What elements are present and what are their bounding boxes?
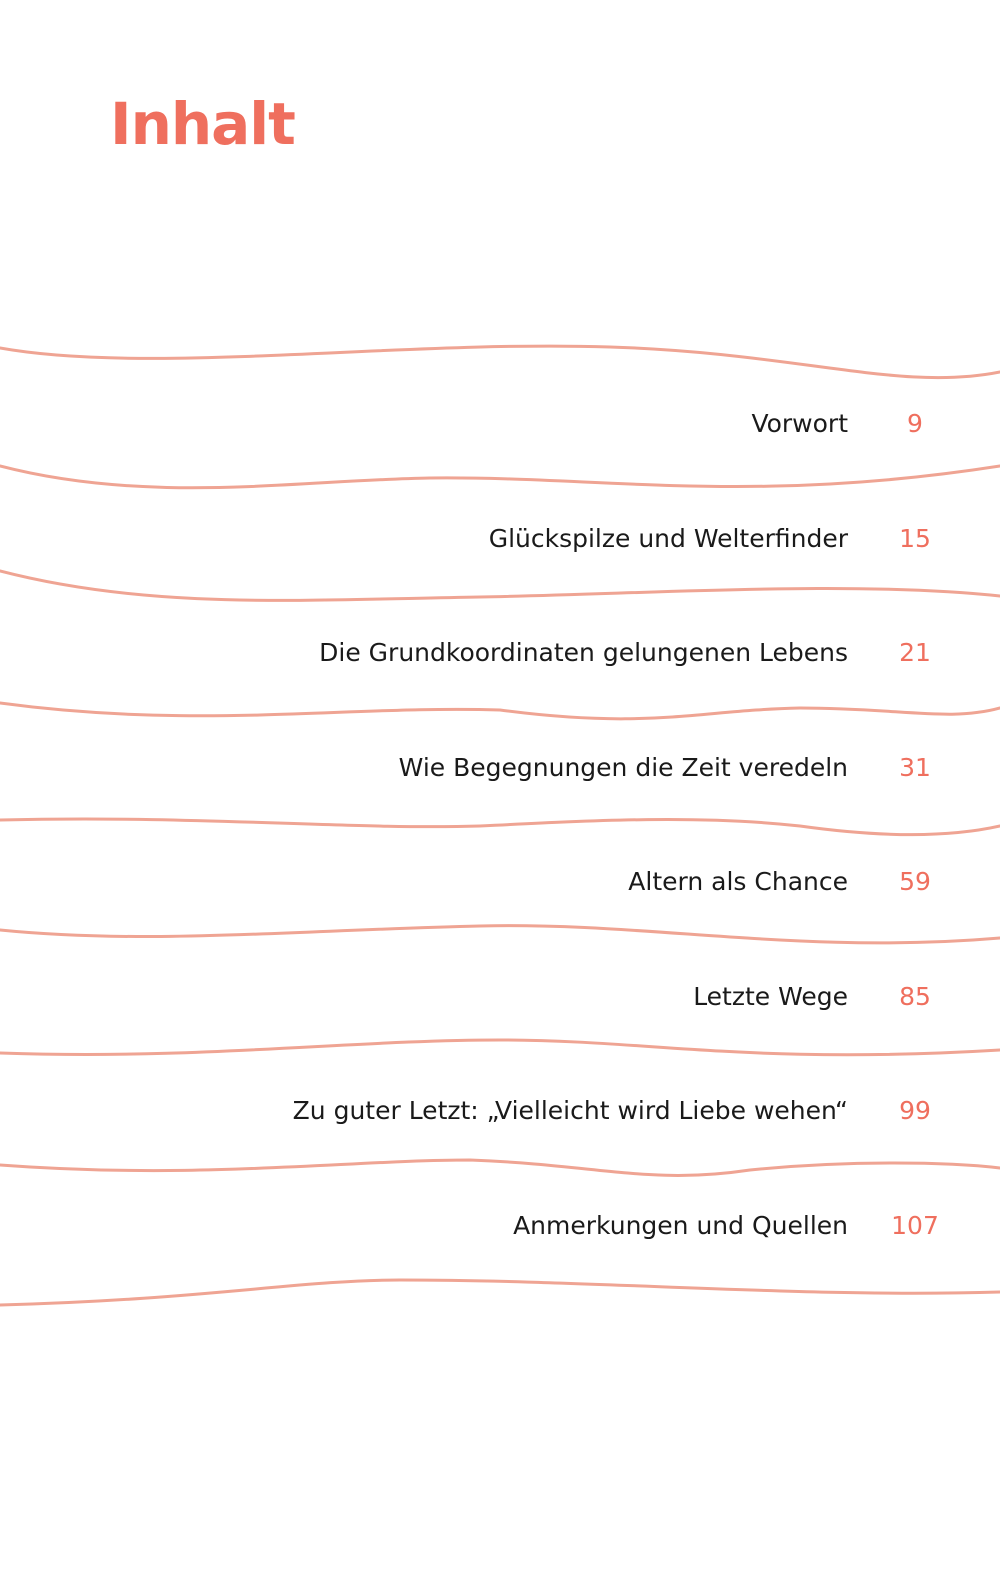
toc-entry: Wie Begegnungen die Zeit veredeln 31	[0, 748, 1000, 788]
wavy-divider-2	[0, 464, 1000, 490]
toc-entry-title: Altern als Chance	[628, 867, 848, 896]
toc-entry: Letzte Wege 85	[0, 977, 1000, 1017]
toc-entry-page: 31	[899, 753, 931, 782]
toc-entry-page: 99	[899, 1096, 931, 1125]
toc-entry: Anmerkungen und Quellen 107	[0, 1206, 1000, 1246]
toc-entry-title: Zu guter Letzt: „Vielleicht wird Liebe w…	[292, 1096, 848, 1125]
toc-entry-page: 21	[899, 638, 931, 667]
toc-entry-title: Wie Begegnungen die Zeit veredeln	[398, 753, 848, 782]
toc-entry: Glückspilze und Welterfinder 15	[0, 519, 1000, 559]
wavy-divider-3	[0, 569, 1000, 602]
toc-entry-title: Letzte Wege	[693, 982, 848, 1011]
wavy-divider-8	[0, 1158, 1000, 1177]
toc-entry-page: 59	[899, 867, 931, 896]
toc-entry-page: 9	[907, 409, 923, 438]
wavy-divider-4	[0, 701, 1000, 721]
toc-entry: Vorwort 9	[0, 404, 1000, 444]
toc-entry: Die Grundkoordinaten gelungenen Lebens 2…	[0, 633, 1000, 673]
toc-entry-title: Die Grundkoordinaten gelungenen Lebens	[319, 638, 848, 667]
wavy-divider-9	[0, 1278, 1000, 1307]
toc-entry-title: Anmerkungen und Quellen	[513, 1211, 848, 1240]
toc-entry-page: 107	[891, 1211, 939, 1240]
toc-entry: Zu guter Letzt: „Vielleicht wird Liebe w…	[0, 1091, 1000, 1131]
wavy-divider-7	[0, 1038, 1000, 1057]
wavy-divider-5	[0, 817, 1000, 837]
toc-entry-title: Glückspilze und Welterfinder	[488, 524, 848, 553]
toc-entry-page: 15	[899, 524, 931, 553]
wavy-divider-6	[0, 924, 1000, 945]
wavy-divider-1	[0, 344, 1000, 380]
page-title: Inhalt	[110, 90, 296, 158]
toc-entry-title: Vorwort	[751, 409, 848, 438]
toc-entry-page: 85	[899, 982, 931, 1011]
toc-entry: Altern als Chance 59	[0, 862, 1000, 902]
